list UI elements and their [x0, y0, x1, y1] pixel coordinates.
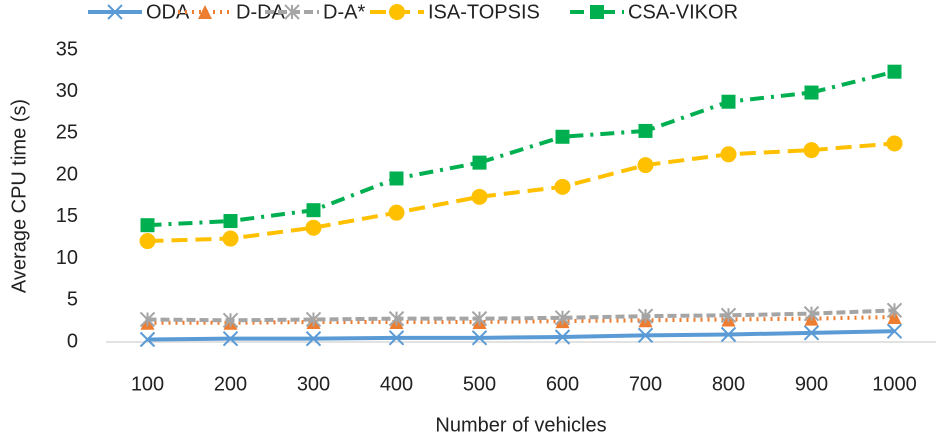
- marker: [389, 205, 405, 221]
- marker: [888, 65, 902, 79]
- legend-label: ODA: [146, 1, 190, 23]
- x-tick-label: 800: [712, 373, 745, 395]
- series-line: [148, 310, 895, 320]
- series-line: [148, 143, 895, 241]
- marker: [887, 135, 903, 151]
- series-line: [148, 331, 895, 339]
- x-tick-label: 1000: [872, 373, 917, 395]
- marker: [224, 214, 238, 228]
- y-tick-label: 30: [56, 80, 78, 102]
- x-axis-title: Number of vehicles: [435, 414, 606, 436]
- marker: [722, 95, 736, 109]
- marker: [141, 218, 155, 232]
- x-tick-label: 900: [795, 373, 828, 395]
- marker: [390, 171, 404, 185]
- marker: [306, 220, 322, 236]
- x-tick-label: 400: [380, 373, 413, 395]
- x-tick-label: 300: [297, 373, 330, 395]
- x-tick-label: 200: [214, 373, 247, 395]
- legend-marker: [389, 4, 405, 20]
- legend-label: ISA-TOPSIS: [428, 1, 540, 23]
- y-tick-label: 35: [56, 38, 78, 60]
- series-line: [148, 72, 895, 226]
- legend-label: CSA-VIKOR: [628, 1, 738, 23]
- marker: [639, 124, 653, 138]
- x-tick-label: 500: [463, 373, 496, 395]
- y-axis-title: Average CPU time (s): [8, 99, 30, 293]
- x-tick-label: 600: [546, 373, 579, 395]
- marker: [805, 86, 819, 100]
- marker: [472, 189, 488, 205]
- chart: Average CPU time (s) Number of vehicles …: [0, 0, 938, 442]
- marker: [473, 156, 487, 170]
- y-tick-label: 20: [56, 163, 78, 185]
- legend-label: D-A*: [323, 1, 365, 23]
- marker: [721, 146, 737, 162]
- marker: [140, 233, 156, 249]
- y-tick-label: 10: [56, 247, 78, 269]
- marker: [307, 203, 321, 217]
- y-tick-label: 5: [67, 289, 78, 311]
- x-tick-label: 100: [131, 373, 164, 395]
- marker: [804, 142, 820, 158]
- marker: [556, 130, 570, 144]
- y-tick-label: 25: [56, 122, 78, 144]
- legend-marker: [590, 5, 604, 19]
- y-tick-label: 0: [67, 330, 78, 352]
- marker: [555, 179, 571, 195]
- y-tick-label: 15: [56, 205, 78, 227]
- x-tick-label: 700: [629, 373, 662, 395]
- marker: [223, 231, 239, 247]
- marker: [638, 157, 654, 173]
